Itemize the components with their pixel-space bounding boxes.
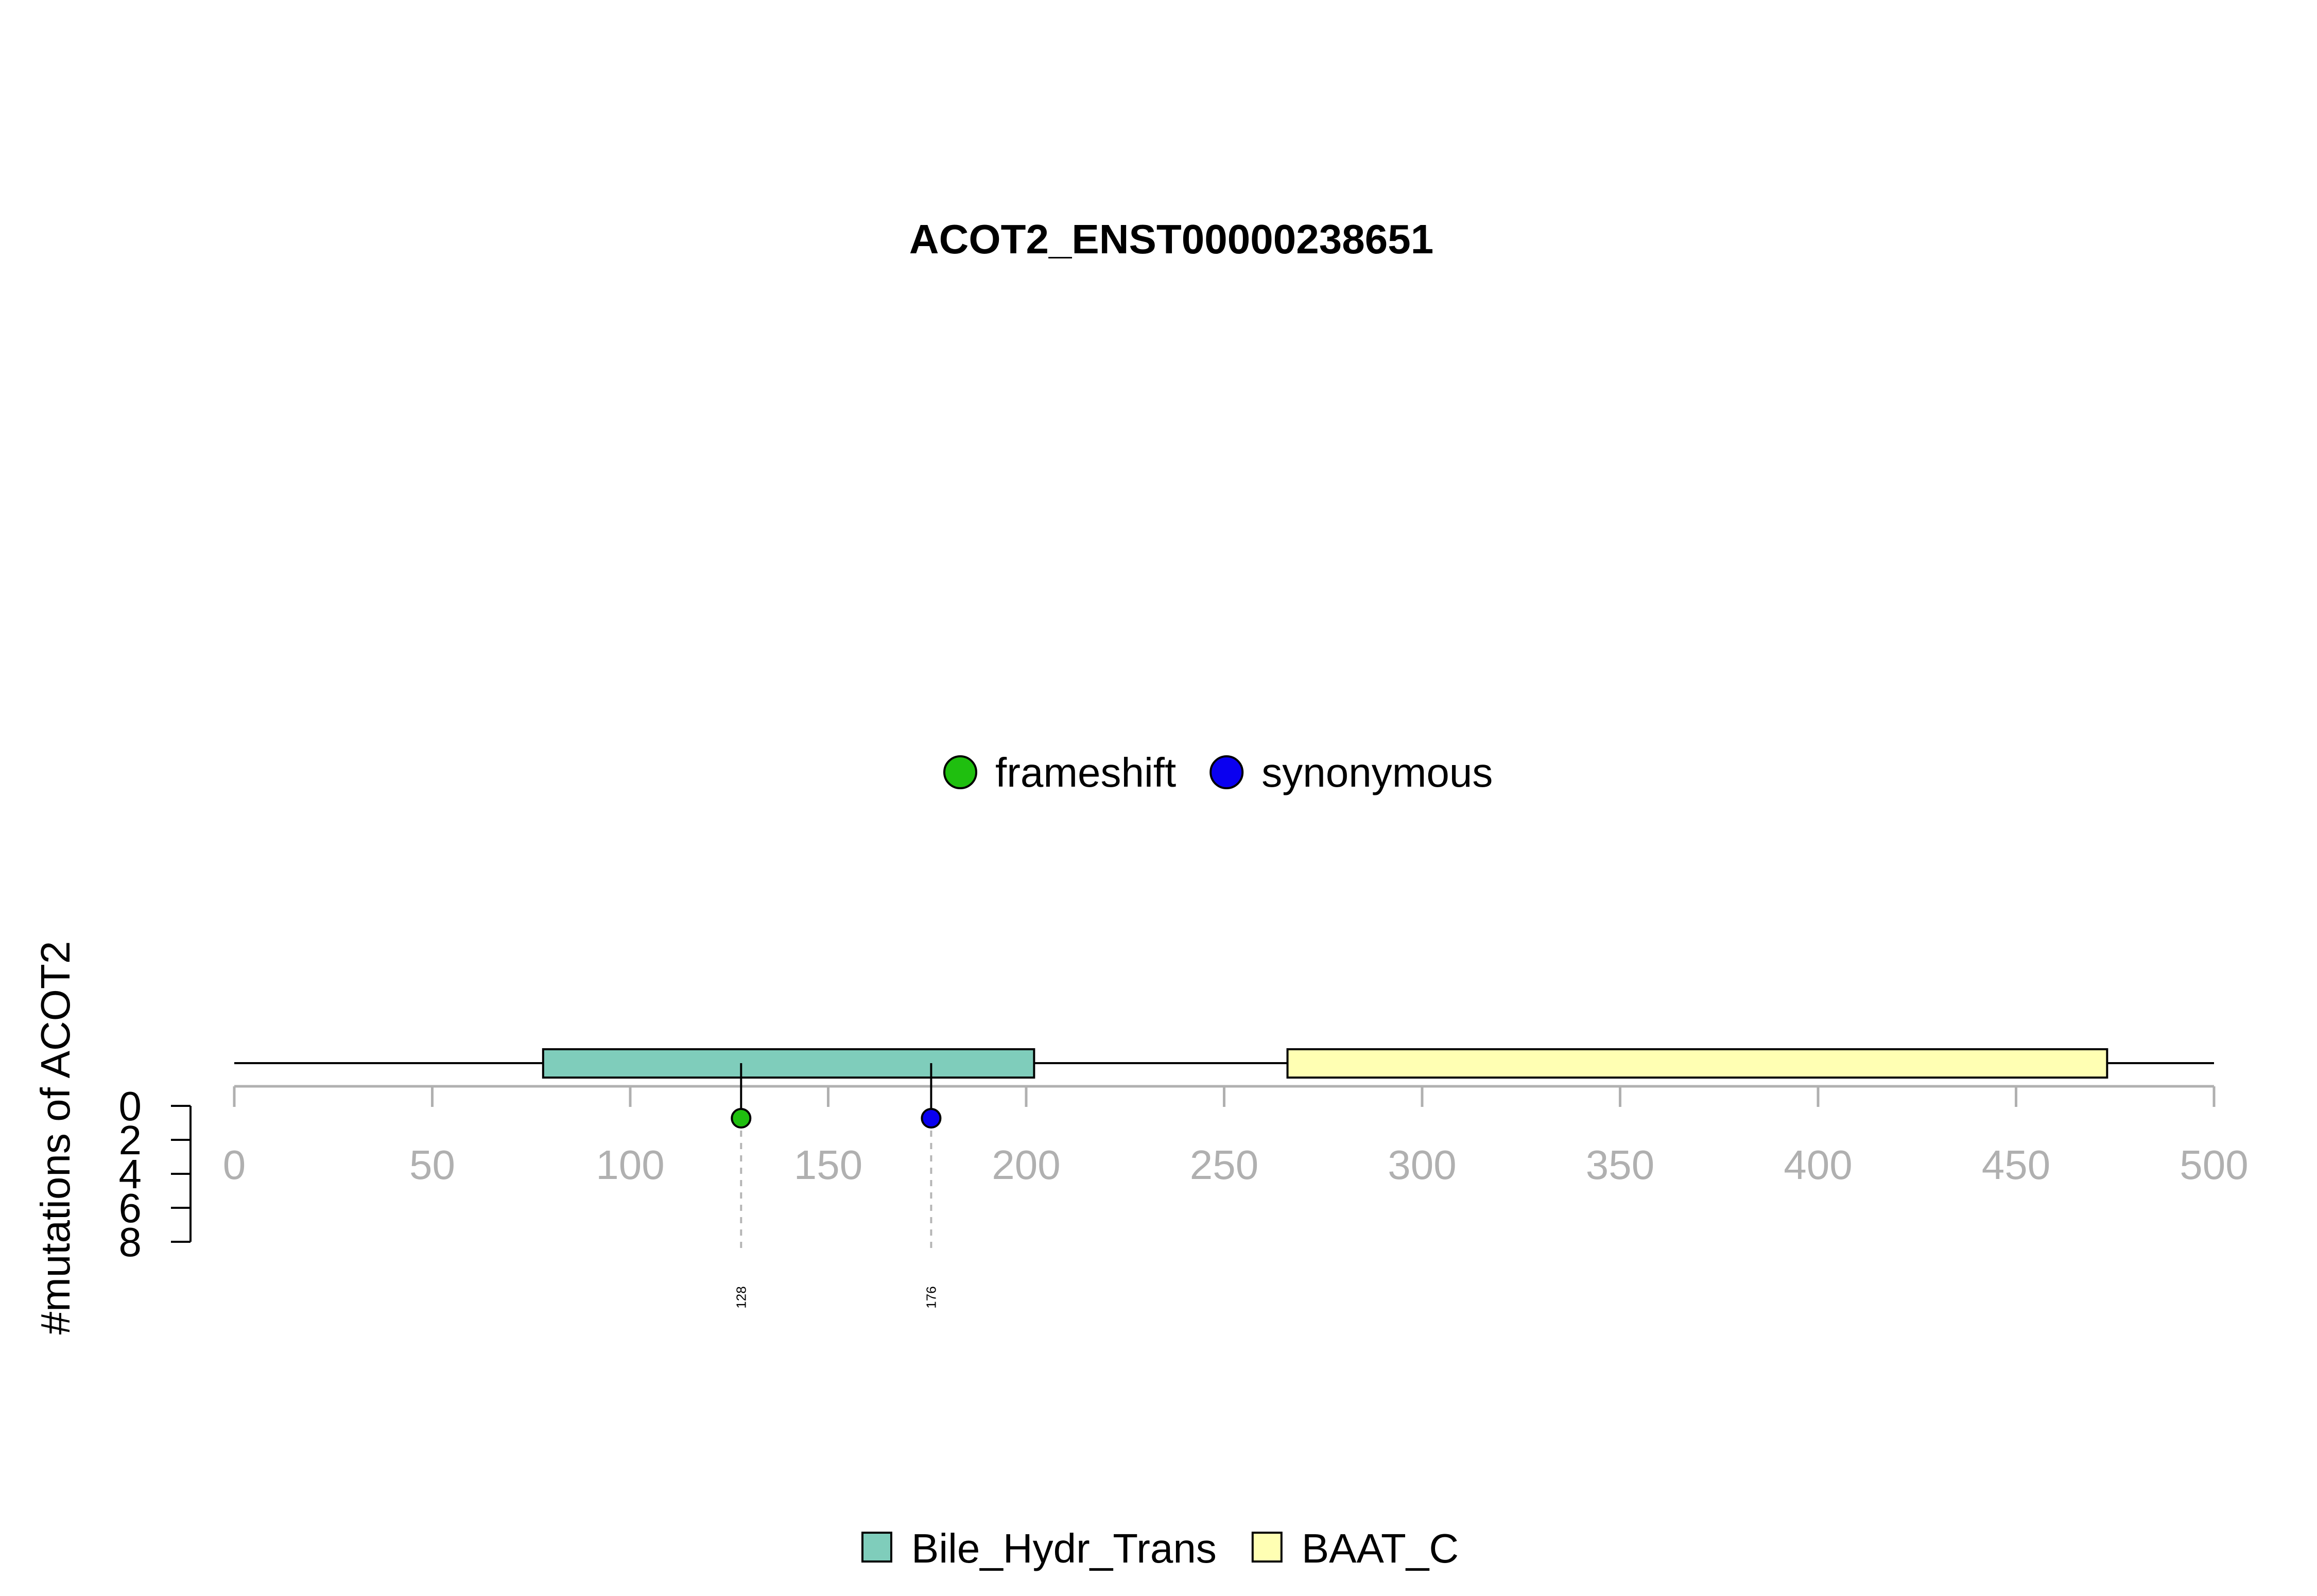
x-tick-label: 400 xyxy=(1784,1142,1852,1188)
x-tick-label: 0 xyxy=(223,1142,246,1188)
mutation-point-176 xyxy=(921,1108,942,1129)
x-tick-label: 200 xyxy=(992,1142,1060,1188)
chart-title: ACOT2_ENST00000238651 xyxy=(909,216,1433,262)
y-tick-label: 6 xyxy=(119,1185,142,1231)
legend-item-synonymous: synonymous xyxy=(1209,750,1493,795)
legend-swatch xyxy=(1251,1532,1283,1563)
legend-label: Bile_Hydr_Trans xyxy=(911,1525,1217,1571)
x-tick-label: 500 xyxy=(2180,1142,2248,1188)
mutation-type-legend: frameshift synonymous xyxy=(943,750,1493,795)
x-tick-label: 250 xyxy=(1190,1142,1258,1188)
legend-item-baat-c: BAAT_C xyxy=(1251,1525,1459,1571)
mutation-layer: 128 176 xyxy=(731,1063,942,1309)
legend-item-frameshift: frameshift xyxy=(943,750,1176,795)
legend-marker xyxy=(943,755,977,789)
legend-swatch xyxy=(861,1532,892,1563)
legend-label: synonymous xyxy=(1261,750,1493,795)
y-tick-label: 2 xyxy=(119,1117,142,1163)
x-tick-label: 300 xyxy=(1388,1142,1456,1188)
domain-bile-hydr-trans xyxy=(542,1048,1035,1079)
domain-legend: Bile_Hydr_Trans BAAT_C xyxy=(861,1525,1459,1571)
mutation-position-label: 128 xyxy=(733,1286,749,1308)
mutation-position-label: 176 xyxy=(923,1286,939,1308)
legend-label: BAAT_C xyxy=(1302,1525,1459,1571)
x-tick-label: 350 xyxy=(1586,1142,1654,1188)
x-tick-label: 150 xyxy=(794,1142,862,1188)
y-tick-label: 0 xyxy=(119,1083,142,1129)
y-tick-label: 8 xyxy=(119,1219,142,1265)
x-tick-label: 450 xyxy=(1982,1142,2050,1188)
legend-item-bile-hydr-trans: Bile_Hydr_Trans xyxy=(861,1525,1217,1571)
x-axis: 0 50 100 150 200 250 300 350 400 450 500 xyxy=(223,1085,2249,1188)
domain-layer xyxy=(542,1048,2108,1079)
y-axis-label: #mutations of ACOT2 xyxy=(32,941,78,1335)
mutation-point-128 xyxy=(731,1108,752,1129)
x-tick-label: 50 xyxy=(409,1142,455,1188)
legend-marker xyxy=(1209,755,1244,789)
y-tick-label: 4 xyxy=(119,1151,142,1197)
x-tick-label: 100 xyxy=(596,1142,664,1188)
domain-baat-c xyxy=(1286,1048,2108,1079)
legend-label: frameshift xyxy=(995,750,1176,795)
